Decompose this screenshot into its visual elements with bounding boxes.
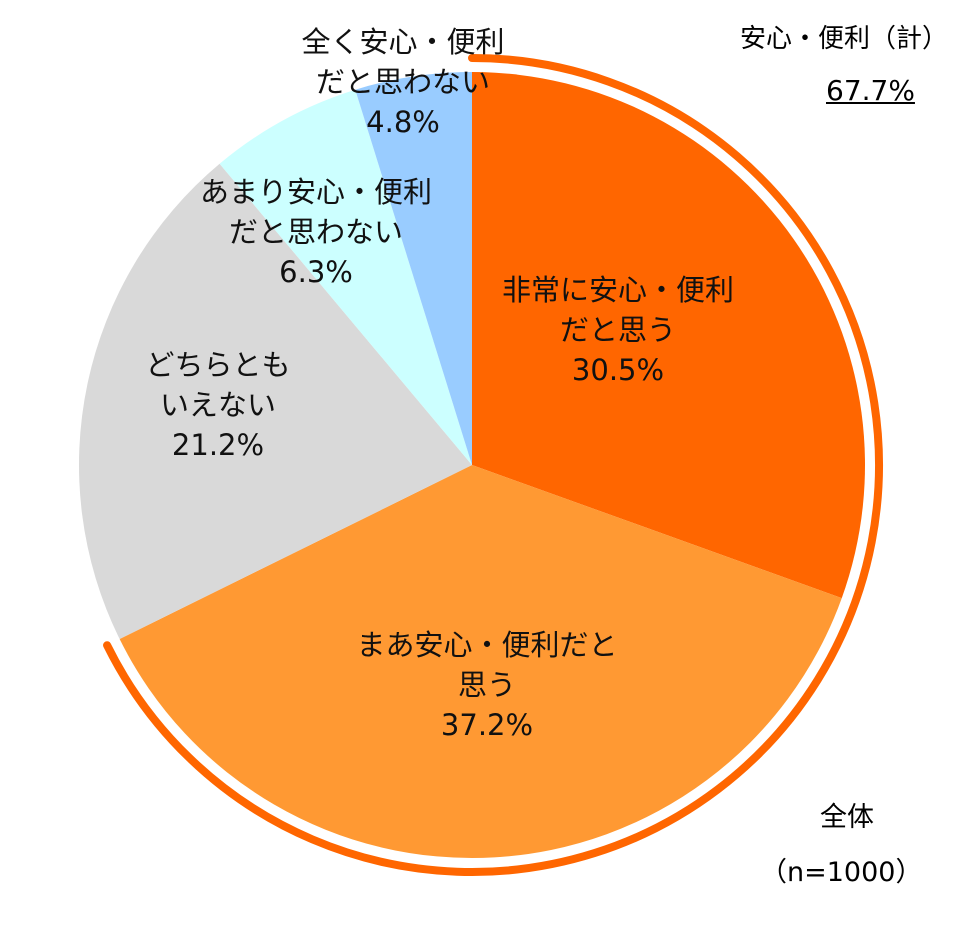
slice-label-text: だと思う [559,313,677,347]
slice-value-label: 30.5% [571,353,665,387]
slice-label-text: どちらとも [145,348,291,382]
slice-label: 非常に安心・便利 だと思う 30.5% [502,270,734,390]
slice-label: 全く安心・便利 だと思わない 4.8% [301,22,504,142]
pie-slice [355,72,472,465]
slice-label-text: 思う [457,668,517,702]
slice-label-text: 全く安心・便利 [301,25,505,59]
pie-slice [119,465,842,858]
total-bracket-arc [103,54,883,876]
pie-slice [79,163,472,640]
total-label: 安心・便利（計） [740,24,949,54]
slice-label-text: まあ安心・便利だと [356,628,618,662]
slice-label-text: だと思わない [228,215,404,249]
slice-label: まあ安心・便利だと 思う 37.2% [356,625,617,745]
slice-label: あまり安心・便利 だと思わない 6.3% [200,172,432,292]
total-value: 67.7% [826,74,915,107]
slice-label-text: いえない [159,388,277,422]
slice-value-label: 4.8% [366,105,440,139]
slice-value-label: 37.2% [440,708,534,742]
slice-label: どちらともいえない 21.2% [145,345,290,465]
slice-label-text: だと思わない [315,65,491,99]
slice-value-label: 6.3% [279,255,353,289]
pie-slice [219,89,472,466]
sample-size-label: （n=1000） [760,857,923,888]
slice-label-text: 非常に安心・便利 [501,273,735,307]
pie-slice [472,72,865,599]
slice-label-text: あまり安心・便利 [199,175,433,209]
group-label: 全体 [820,802,874,833]
slice-value-label: 21.2% [171,428,265,462]
